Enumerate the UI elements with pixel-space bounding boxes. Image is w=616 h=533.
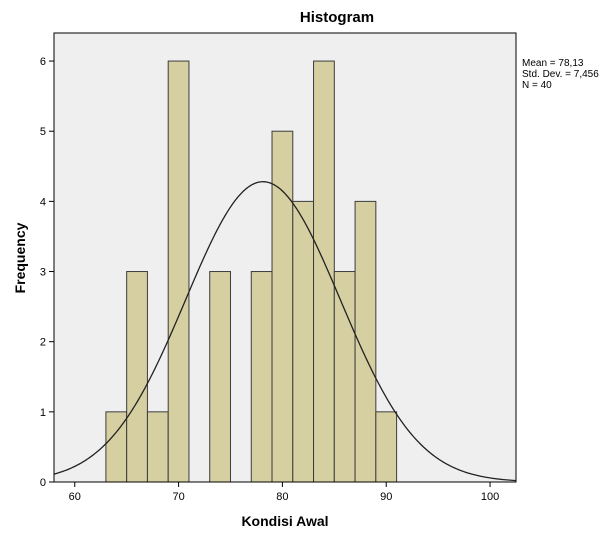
x-tick-label: 90 — [380, 491, 392, 503]
histogram-bar-9 — [292, 200, 315, 483]
x-ticks-layer: 60 70 80 90 100 — [69, 482, 499, 503]
x-tick-label: 100 — [481, 491, 499, 503]
histogram-bar-1 — [126, 271, 148, 483]
x-tick-label: 60 — [69, 491, 81, 503]
bars-layer — [105, 60, 398, 483]
y-tick-label: 5 — [40, 126, 46, 138]
y-tick-label: 2 — [40, 337, 46, 349]
normal-curve — [53, 181, 517, 482]
histogram-bar-10 — [313, 60, 335, 483]
y-tick-label: 4 — [40, 196, 46, 208]
y-tick-label: 6 — [40, 56, 46, 68]
stat-std-dev: Std. Dev. = 7,456 — [522, 69, 599, 80]
y-axis-title: Frequency — [12, 222, 28, 293]
normal-curve-layer — [53, 181, 517, 482]
chart-title: Histogram — [300, 9, 374, 26]
statistics-box: Mean = 78,13 Std. Dev. = 7,456 N = 40 — [522, 58, 599, 91]
histogram-bar-11 — [333, 271, 356, 483]
histogram-bar-2 — [146, 411, 169, 483]
y-ticks-layer: 0 1 2 3 4 5 6 — [40, 56, 54, 489]
histogram-bar-3 — [167, 60, 190, 483]
histogram-bar-7 — [250, 271, 273, 483]
y-tick-label: 3 — [40, 267, 46, 279]
y-tick-label: 0 — [40, 477, 46, 489]
x-tick-label: 80 — [276, 491, 288, 503]
histogram-bar-5 — [209, 271, 231, 483]
y-tick-label: 1 — [40, 407, 46, 419]
stat-mean: Mean = 78,13 — [522, 58, 584, 69]
x-tick-label: 70 — [172, 491, 184, 503]
histogram-bar-8 — [271, 130, 294, 483]
histogram-bar-13 — [375, 411, 398, 483]
x-axis-title: Kondisi Awal — [241, 513, 328, 529]
stat-n: N = 40 — [522, 80, 552, 91]
